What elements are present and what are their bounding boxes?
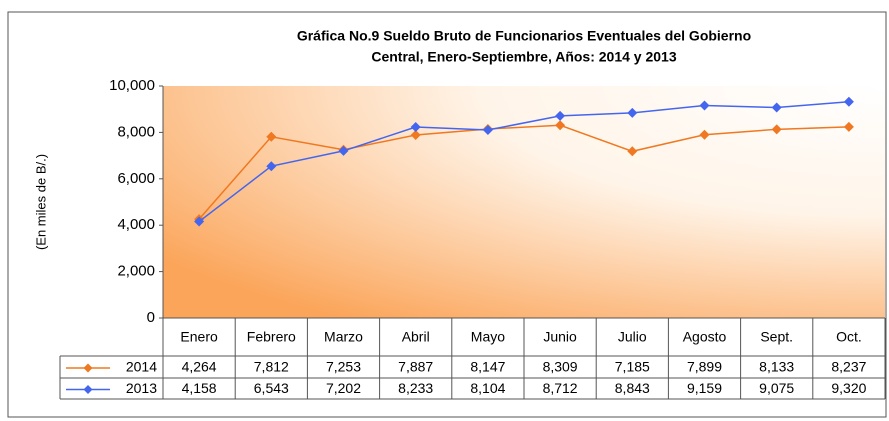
marker <box>266 161 277 172</box>
table-value: 8,843 <box>615 380 650 396</box>
x-tick-label: Oct. <box>836 329 862 345</box>
legend-marker <box>83 385 93 394</box>
table-value: 9,159 <box>687 380 722 396</box>
marker <box>410 130 421 141</box>
plot-area <box>163 86 885 318</box>
marker <box>338 145 349 156</box>
table-value: 7,185 <box>615 359 650 375</box>
marker <box>266 131 277 142</box>
table-value: 9,075 <box>759 380 794 396</box>
table-value: 4,158 <box>182 380 217 396</box>
table-value: 8,309 <box>543 359 578 375</box>
x-tick-label: Julio <box>618 329 647 345</box>
table-value: 9,320 <box>831 380 866 396</box>
table-value: 7,253 <box>326 359 361 375</box>
y-tick-label: 0 <box>147 309 155 326</box>
legend-marker <box>83 363 93 373</box>
marker <box>843 96 854 107</box>
table-value: 8,147 <box>470 359 505 375</box>
table-value: 8,233 <box>398 380 433 396</box>
y-tick-label: 8,000 <box>117 123 155 140</box>
table-value: 6,543 <box>254 380 289 396</box>
y-tick-label: 10,000 <box>109 77 155 94</box>
y-tick-label: 4,000 <box>117 216 155 233</box>
marker <box>627 107 638 118</box>
x-tick-label: Abril <box>402 329 430 345</box>
legend-label: 2013 <box>126 380 157 396</box>
chart-frame <box>7 11 887 418</box>
marker <box>699 129 710 140</box>
y-axis-label: (En miles de B/.) <box>33 154 48 250</box>
table-value: 8,133 <box>759 359 794 375</box>
marker <box>771 102 782 113</box>
line <box>198 124 849 220</box>
marker <box>843 121 854 132</box>
legend-label: 2014 <box>126 359 157 375</box>
y-tick-label: 2,000 <box>117 263 155 280</box>
table-value: 7,812 <box>254 359 289 375</box>
x-tick-label: Mayo <box>471 329 505 345</box>
marker <box>699 100 710 111</box>
table-value: 8,237 <box>831 359 866 375</box>
marker <box>410 121 421 132</box>
x-tick-label: Agosto <box>683 329 727 345</box>
chart-title: Gráfica No.9 Sueldo Bruto de Funcionario… <box>297 28 751 44</box>
table-value: 8,712 <box>543 380 578 396</box>
line <box>198 101 849 223</box>
x-tick-label: Enero <box>180 329 218 345</box>
table-value: 7,899 <box>687 359 722 375</box>
marker <box>194 216 205 227</box>
table-value: 8,104 <box>470 380 505 396</box>
x-tick-label: Febrero <box>247 329 296 345</box>
table-value: 7,887 <box>398 359 433 375</box>
marker <box>555 120 566 131</box>
marker <box>482 124 493 135</box>
table-value: 7,202 <box>326 380 361 396</box>
y-tick-label: 6,000 <box>117 170 155 187</box>
marker <box>555 110 566 121</box>
marker <box>627 146 638 157</box>
marker <box>771 124 782 135</box>
x-tick-label: Sept. <box>760 329 793 345</box>
chart-title: Central, Enero-Septiembre, Años: 2014 y … <box>371 49 676 65</box>
x-tick-label: Marzo <box>324 329 363 345</box>
table-value: 4,264 <box>182 359 217 375</box>
x-tick-label: Junio <box>543 329 577 345</box>
